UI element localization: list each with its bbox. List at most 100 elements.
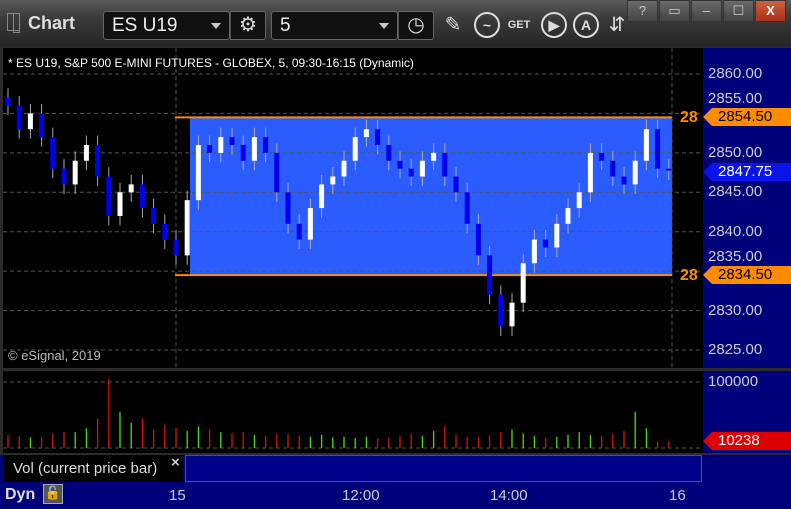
candle-body [632, 160, 638, 185]
candle-body [610, 160, 616, 177]
candle-body [475, 223, 481, 256]
candle-body [5, 97, 11, 106]
play-icon[interactable]: ▶ [541, 12, 567, 38]
candle-body [431, 152, 437, 161]
candle-body [453, 176, 459, 193]
time-label-1400: 14:00 [490, 487, 528, 504]
candle-body [72, 160, 78, 185]
window-title: Chart [28, 13, 76, 33]
candle-body [39, 113, 45, 138]
candle-body [139, 184, 145, 209]
price-tick: 2850.00 [708, 143, 763, 161]
price-tick: 2835.00 [708, 248, 763, 265]
zone-bottom-price-tag: 2834.50 [703, 266, 791, 284]
study-icon[interactable]: ~ [474, 12, 500, 38]
volume-last: 10238 [718, 432, 760, 449]
candle-body [296, 223, 302, 240]
candle-body [251, 137, 257, 161]
time-label-16: 16 [669, 487, 686, 504]
candle-body [464, 192, 470, 224]
candle-body [151, 208, 157, 224]
candle-body [195, 144, 201, 201]
volume-tick-100000: 100000 [708, 373, 759, 390]
candle-body [95, 144, 101, 177]
clock-icon[interactable]: ◷ [398, 11, 434, 40]
candle-body [655, 129, 661, 169]
price-tick: 2840.00 [708, 222, 763, 240]
title-bar: Chart ES U19 ⚙ 5 ◷ ✎ ~ GET ▶ A ⇵ ? ▭ – ☐… [0, 0, 791, 46]
zone-bottom-price: 2834.50 [718, 266, 773, 283]
price-tick: 2855.00 [708, 90, 763, 107]
candle-body [487, 255, 493, 295]
candle-body [50, 137, 56, 169]
interval-select[interactable]: 5 [271, 11, 398, 40]
candle-body [599, 152, 605, 161]
candle-body [363, 129, 369, 138]
price-tick: 2825.00 [708, 341, 763, 358]
time-label-1200: 12:00 [342, 487, 380, 504]
zone-top-price: 2854.50 [718, 108, 773, 125]
candle-body [330, 176, 336, 185]
volume-last-tag: 10238 [703, 432, 791, 450]
arrows-icon[interactable]: ⇵ [608, 14, 626, 36]
zone-top-edge-label: 28 [680, 109, 698, 126]
candle-body [274, 152, 280, 193]
zone-bottom-edge-label: 28 [680, 267, 698, 284]
candle-body [587, 152, 593, 193]
candle-body [397, 160, 403, 169]
candle-body [117, 192, 123, 216]
link-button[interactable]: ▭ [659, 0, 690, 22]
get-button[interactable]: GET [507, 19, 531, 31]
candle-body [229, 137, 235, 145]
close-study-icon[interactable]: × [171, 454, 180, 471]
candle-body [207, 144, 213, 153]
symbol-select[interactable]: ES U19 [103, 11, 230, 40]
alert-icon[interactable]: A [573, 12, 599, 38]
lock-icon[interactable]: 🔓 [43, 484, 63, 504]
volume-label: Vol (current price bar) [13, 460, 158, 477]
copyright: © eSignal, 2019 [8, 348, 101, 363]
maximize-button[interactable]: ☐ [723, 0, 754, 22]
zone-top-price-tag: 2854.50 [703, 108, 791, 126]
price-tick: 2860.00 [708, 65, 763, 82]
candle-body [565, 208, 571, 224]
candle-body [184, 200, 190, 256]
pencil-icon[interactable]: ✎ [444, 14, 462, 36]
candle-body [285, 192, 291, 224]
candle-body [543, 239, 549, 248]
symbol-value: ES U19 [112, 15, 178, 36]
candle-body [386, 144, 392, 161]
chart-header: * ES U19, S&P 500 E-MINI FUTURES - GLOBE… [8, 56, 414, 70]
price-axis[interactable] [703, 48, 791, 368]
candle-body [319, 184, 325, 209]
candle-body [643, 129, 649, 161]
drag-handle-icon[interactable] [7, 13, 20, 33]
candle-body [509, 302, 515, 327]
candle-body [375, 129, 381, 145]
help-button[interactable]: ? [627, 0, 658, 22]
candle-body [61, 168, 67, 185]
gear-icon[interactable]: ⚙ [230, 11, 266, 40]
candle-body [16, 105, 22, 130]
candle-body [307, 208, 313, 240]
interval-value: 5 [280, 15, 291, 36]
candle-body [173, 239, 179, 256]
candle-body [408, 168, 414, 177]
candle-body [498, 294, 504, 327]
candle-body [128, 184, 134, 193]
close-button[interactable]: X [755, 0, 786, 22]
chevron-down-icon [211, 23, 221, 29]
zone-rectangle [190, 117, 672, 276]
minimize-button[interactable]: – [691, 0, 722, 22]
last-price-tag: 2847.75 [703, 163, 791, 181]
candle-body [531, 239, 537, 264]
candle-body [162, 223, 168, 240]
candle-body [218, 137, 224, 153]
candle-body [621, 176, 627, 185]
last-price: 2847.75 [718, 163, 773, 180]
candle-body [520, 263, 526, 303]
scale-mode[interactable]: Dyn [5, 486, 36, 503]
volume-legend: Vol (current price bar) × [3, 455, 183, 482]
candle-body [419, 160, 425, 177]
